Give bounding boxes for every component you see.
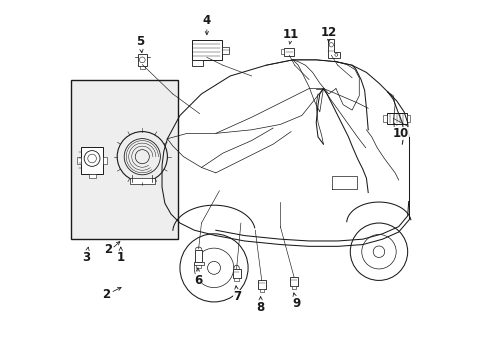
Bar [291,285,296,289]
Bar [406,115,409,122]
Text: 7: 7 [233,286,241,303]
Text: 6: 6 [193,268,202,287]
Text: 8: 8 [256,297,264,314]
Text: 1: 1 [117,247,124,264]
Bar [77,157,81,164]
Text: 4: 4 [203,14,210,35]
Bar [191,40,222,60]
Text: 2: 2 [102,287,121,301]
Text: 10: 10 [391,123,408,140]
Bar [140,66,144,69]
Text: 12: 12 [320,27,336,42]
Bar [234,278,238,281]
Bar [138,54,146,66]
Bar [88,174,96,178]
Bar [81,147,102,174]
Text: 2: 2 [104,243,112,256]
Polygon shape [191,60,203,67]
Bar [196,265,201,268]
Text: 3: 3 [82,247,90,264]
Bar [222,46,228,54]
Bar [193,262,203,265]
Bar [195,250,202,262]
Bar [289,276,297,285]
Bar [383,115,386,122]
Text: 5: 5 [136,35,144,53]
Bar [257,280,265,289]
Bar [232,269,240,278]
Bar [70,80,178,239]
Bar [129,178,155,184]
Bar [102,157,107,164]
Polygon shape [328,39,340,58]
Bar [280,49,284,54]
Bar [284,48,294,55]
Text: 11: 11 [283,28,299,44]
Bar [386,113,406,124]
Bar [259,289,264,292]
Text: 9: 9 [292,293,300,310]
